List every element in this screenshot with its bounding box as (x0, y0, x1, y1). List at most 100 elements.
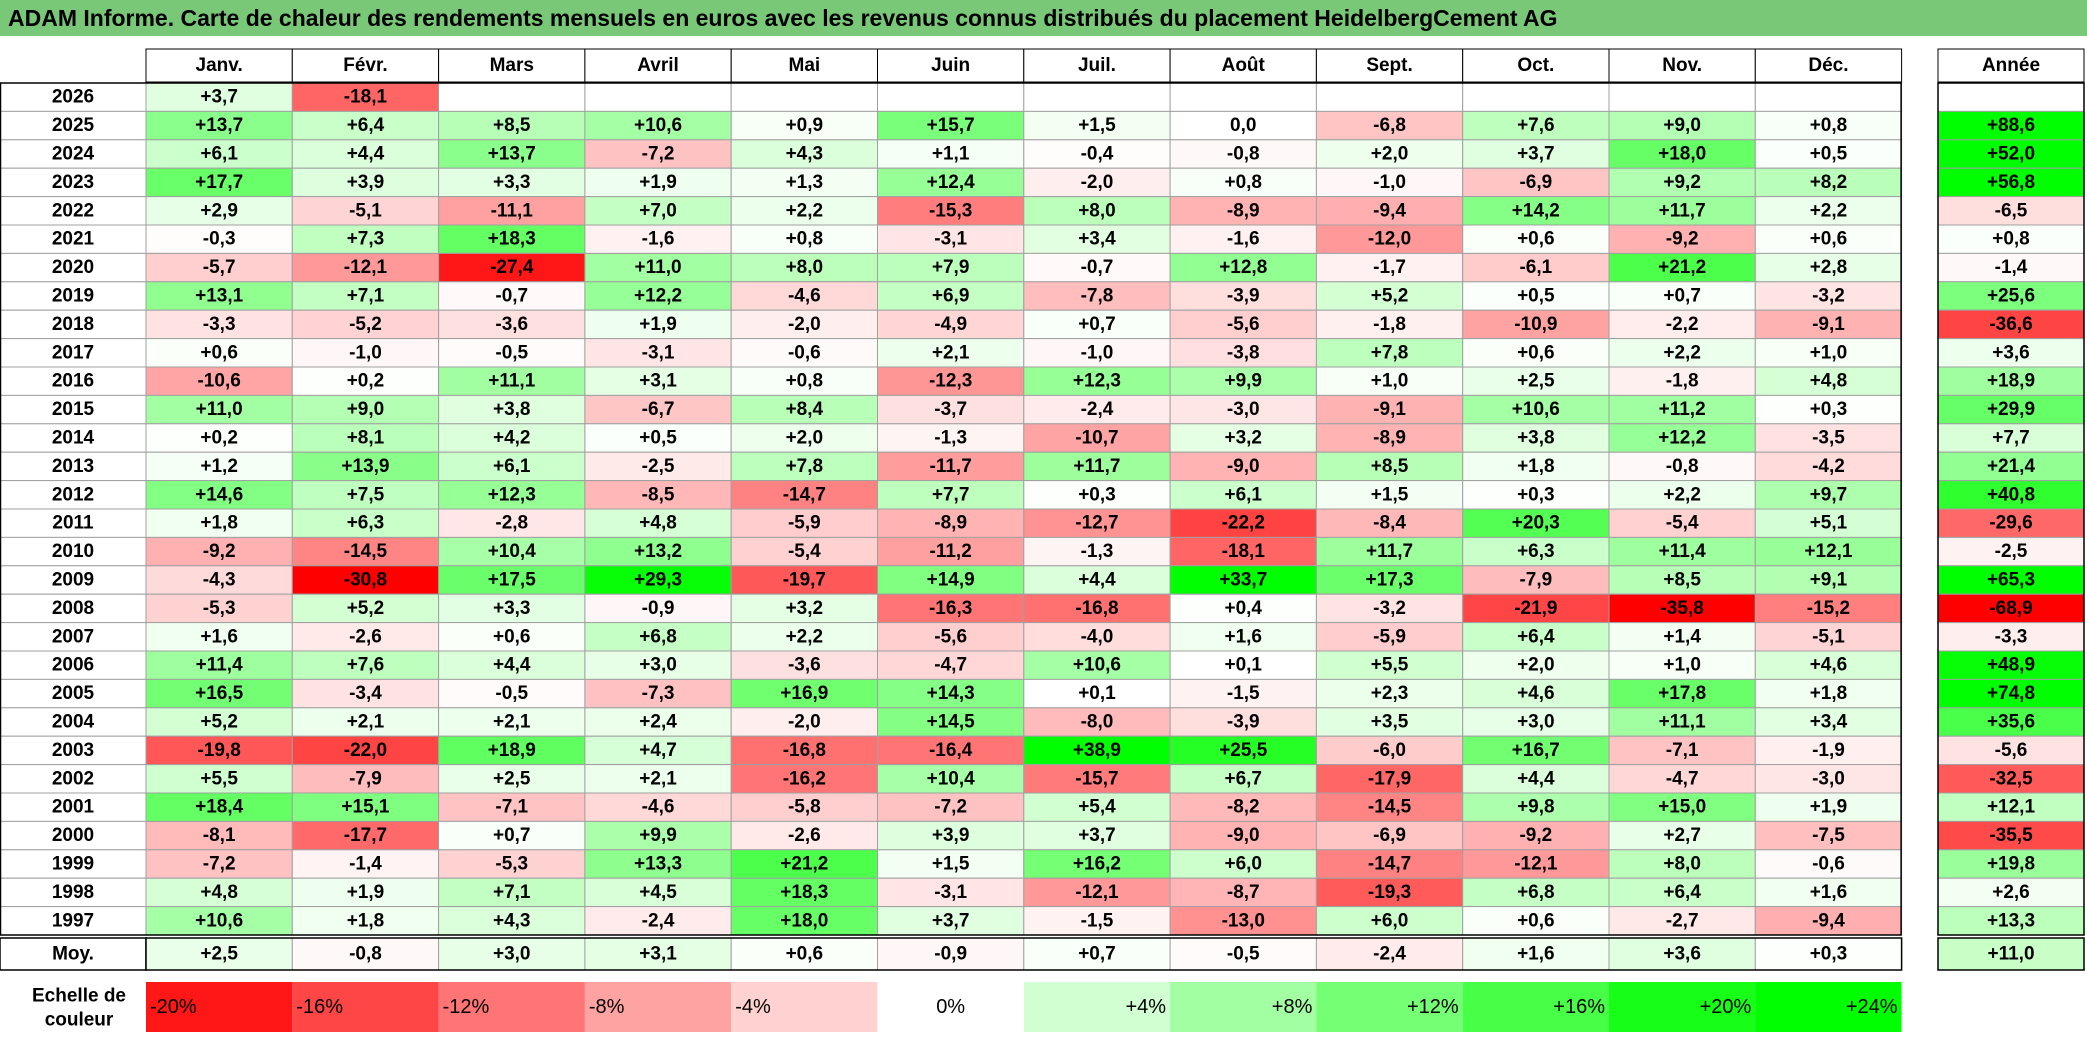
heatmap-cell (1462, 252, 1610, 283)
heatmap-cell-value: -3,2 (1812, 286, 1845, 307)
month-header-label: Juil. (1078, 55, 1116, 76)
heatmap-cell-value: +4,4 (1078, 570, 1116, 591)
heatmap-cell-value: +1,5 (932, 854, 970, 875)
month-header-label: Sept. (1366, 55, 1412, 76)
heatmap-cell-value: +2,0 (786, 428, 824, 449)
heatmap-cell-value: +0,3 (1810, 399, 1848, 420)
heatmap-cell-value: +8,2 (1810, 172, 1848, 193)
average-cell-value: -0,8 (349, 944, 382, 965)
heatmap-cell (1754, 593, 1903, 624)
average-cell-value: +1,6 (1517, 944, 1555, 965)
heatmap-cell-value: -0,7 (1081, 257, 1114, 278)
heatmap-cell (1462, 593, 1610, 624)
heatmap-cell-value: +4,8 (1810, 371, 1848, 392)
annual-cell-value: +13,3 (1987, 910, 2035, 931)
heatmap-cell-value: -2,0 (1081, 172, 1114, 193)
scale-swatch (584, 982, 732, 1032)
heatmap-cell (1754, 394, 1903, 425)
heatmap-cell-value: +11,7 (1659, 200, 1706, 221)
heatmap-cell (1608, 423, 1756, 453)
average-cell-value: +3,0 (493, 944, 531, 965)
heatmap-cell (730, 366, 879, 396)
chart-title: ADAM Informe. Carte de chaleur des rende… (0, 0, 2087, 36)
annual-cell-value: -32,5 (1989, 768, 2033, 789)
heatmap-cell-value: +0,7 (493, 825, 531, 846)
heatmap-cell-value: -4,6 (642, 797, 675, 818)
heatmap-cell-value: +13,1 (195, 286, 244, 307)
heatmap-cell (1169, 565, 1317, 595)
month-header-cell (730, 48, 879, 83)
heatmap-cell-value: -0,9 (642, 598, 675, 619)
year-label: 2018 (52, 314, 94, 335)
heatmap-cell-value: +4,5 (639, 882, 677, 903)
heatmap-cell (1023, 622, 1171, 652)
year-label: 1998 (52, 882, 94, 903)
heatmap-cell-value: +7,1 (493, 882, 531, 903)
heatmap-cell-value: +2,5 (1517, 371, 1555, 392)
year-label: 2026 (52, 87, 94, 108)
heatmap-cell-value: +1,9 (1810, 797, 1848, 818)
heatmap-cell (1608, 252, 1756, 283)
heatmap-cell (291, 536, 440, 567)
heatmap-cell-value: +5,5 (1371, 655, 1409, 676)
heatmap-cell-value: +9,2 (1663, 172, 1701, 193)
scale-swatch (1170, 982, 1317, 1032)
heatmap-cell (584, 877, 732, 908)
heatmap-cell-value: -4,2 (1812, 456, 1845, 477)
heatmap-cell-value: +11,7 (1073, 456, 1120, 477)
annual-cell (1937, 622, 2085, 652)
heatmap-cell (145, 622, 293, 652)
heatmap-cell-value: +1,1 (932, 144, 970, 165)
heatmap-cell (584, 565, 732, 595)
average-annual-value: +11,0 (1987, 944, 2034, 965)
heatmap-cell-value: +20,3 (1512, 513, 1560, 534)
heatmap-cell-value: -9,2 (1666, 229, 1699, 250)
heatmap-cell-value: -2,7 (1666, 910, 1699, 931)
heatmap-cell (1169, 480, 1317, 510)
heatmap-cell (145, 480, 293, 510)
heatmap-cell (1608, 139, 1756, 169)
year-cell (0, 309, 147, 340)
heatmap-cell (1462, 565, 1610, 595)
heatmap-cell-value: -19,7 (783, 570, 826, 591)
heatmap-cell (584, 139, 732, 169)
year-cell (0, 82, 147, 112)
heatmap-cell (1608, 480, 1756, 510)
heatmap-cell-value: +9,0 (1663, 115, 1701, 136)
heatmap-cell (730, 252, 879, 283)
month-header-cell (1754, 48, 1903, 83)
heatmap-cell-value: -5,9 (788, 513, 821, 534)
scale-swatch (731, 982, 878, 1032)
heatmap-cell-value: -16,3 (929, 598, 972, 619)
heatmap-cell-value: +38,9 (1073, 740, 1121, 761)
month-header-label: Oct. (1517, 55, 1554, 76)
heatmap-cell (291, 281, 440, 311)
heatmap-cell-value: -12,1 (1075, 882, 1119, 903)
heatmap-cell (1754, 423, 1903, 453)
heatmap-cell (1754, 110, 1903, 141)
heatmap-cell-value: +1,8 (347, 910, 385, 931)
heatmap-cell-value: -9,2 (1519, 825, 1552, 846)
heatmap-cell (730, 678, 879, 709)
average-cell-value: +0,7 (1078, 944, 1116, 965)
heatmap-cell (1169, 423, 1317, 453)
heatmap-cell-value: +0,1 (1224, 655, 1262, 676)
heatmap-cell (1023, 735, 1171, 766)
heatmap-cell (291, 394, 440, 425)
heatmap-cell (1608, 565, 1756, 595)
heatmap-cell-value: +13,7 (195, 115, 243, 136)
scale-swatch (438, 982, 585, 1032)
heatmap-cell-value: +5,4 (1078, 797, 1116, 818)
heatmap-cell-value: -8,7 (1227, 882, 1260, 903)
year-label: 2007 (52, 626, 94, 647)
heatmap-cell-value: -3,1 (934, 882, 967, 903)
heatmap-cell (1462, 849, 1610, 879)
heatmap-cell (877, 622, 1025, 652)
year-cell (0, 820, 147, 851)
heatmap-cell (877, 394, 1025, 425)
heatmap-cell-value: +0,3 (1078, 484, 1116, 505)
heatmap-cell-value: -3,6 (788, 655, 821, 676)
heatmap-cell-value: -0,4 (1081, 144, 1114, 165)
year-cell (0, 764, 147, 794)
heatmap-cell-value: -5,1 (1812, 626, 1845, 647)
